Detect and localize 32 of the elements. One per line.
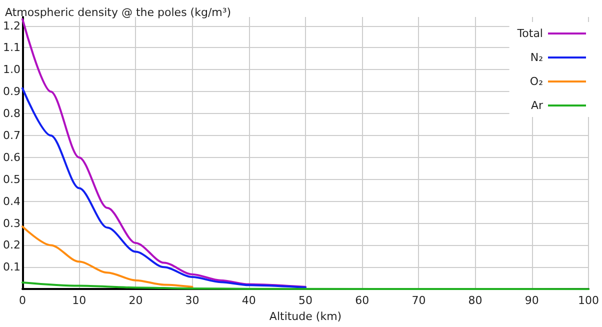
y-tick-label: 0.6 — [2, 150, 20, 164]
x-tick-label: 40 — [242, 294, 256, 308]
y-tick-label: 0.5 — [2, 172, 20, 186]
x-tick-label: 50 — [298, 294, 312, 308]
x-tick-label: 10 — [72, 294, 86, 308]
x-tick-label: 20 — [128, 294, 143, 308]
line-series — [21, 18, 306, 288]
legend-label: Ar — [530, 99, 544, 112]
x-tick-label: 100 — [578, 294, 599, 308]
y-tick-label: 0.3 — [2, 216, 20, 230]
x-tick-label: 0 — [18, 294, 26, 308]
y-tick-label: 1.2 — [2, 19, 20, 32]
y-tick-label: 0.2 — [2, 238, 20, 252]
y-tick-label: 0.1 — [2, 260, 20, 274]
x-tick-label: 60 — [355, 294, 370, 308]
y-tick-label: 0.9 — [2, 85, 20, 98]
legend-label: O₂ — [530, 75, 543, 88]
y-tick-label: 1.1 — [2, 41, 20, 54]
line-series — [21, 87, 306, 288]
x-tick-label: 30 — [185, 294, 200, 308]
x-tick-label: 90 — [524, 294, 539, 308]
legend-label: N₂ — [530, 51, 543, 64]
x-axis-title: Altitude (km) — [269, 310, 342, 323]
y-tick-label: 0.8 — [2, 107, 20, 120]
x-tick-label: 70 — [412, 294, 426, 308]
line-series — [21, 226, 194, 288]
y-tick-label: 0.7 — [2, 128, 20, 142]
y-tick-label: 0.4 — [2, 194, 20, 208]
legend-label: Total — [516, 27, 543, 40]
y-tick-label: 1.0 — [2, 63, 20, 76]
chart-title: Atmospheric density @ the poles (kg/m³) — [5, 6, 232, 19]
x-tick-label: 80 — [468, 294, 482, 308]
